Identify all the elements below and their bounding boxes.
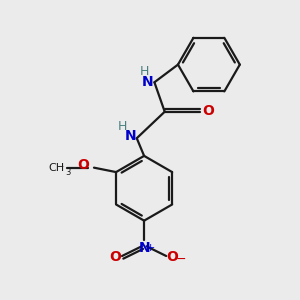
Text: O: O bbox=[202, 104, 214, 118]
Text: 3: 3 bbox=[65, 168, 71, 177]
Text: CH: CH bbox=[48, 163, 64, 173]
Text: methoxy: methoxy bbox=[59, 166, 65, 167]
Text: N: N bbox=[124, 129, 136, 143]
Text: H: H bbox=[140, 65, 149, 79]
Text: H: H bbox=[118, 120, 127, 133]
Text: N: N bbox=[142, 75, 154, 89]
Text: −: − bbox=[176, 253, 186, 266]
Text: N: N bbox=[138, 241, 150, 255]
Text: +: + bbox=[146, 243, 155, 253]
Text: O: O bbox=[110, 250, 122, 265]
Text: O: O bbox=[77, 158, 89, 172]
Text: O: O bbox=[167, 250, 178, 265]
